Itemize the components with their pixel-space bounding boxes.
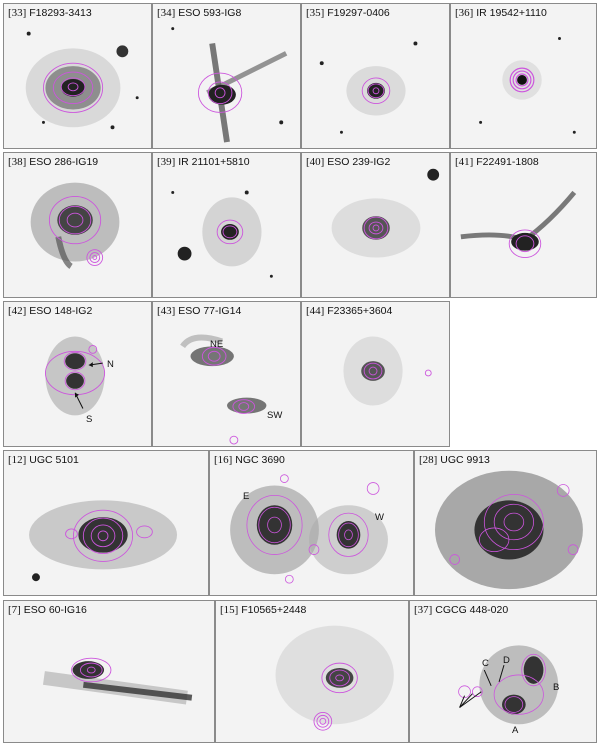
panel-label: [40] ESO 239-IG2 [306, 156, 391, 168]
panel-label: [35] F19297-0406 [306, 7, 390, 19]
panel-image [343, 336, 432, 406]
panel-image [460, 190, 577, 258]
panel-label: [28] UGC 9913 [419, 454, 490, 466]
panel-ugc-9913: [28] UGC 9913 [414, 450, 597, 596]
annotation-d: D [503, 655, 510, 666]
annotation-b: B [553, 682, 560, 693]
panel-label: [37] CGCG 448-020 [414, 604, 509, 616]
annotation-ne: NE [210, 339, 224, 350]
panel-label: [34] ESO 593-IG8 [157, 7, 242, 19]
panel-image [171, 190, 273, 278]
panel-eso-60-ig16: [7] ESO 60-IG16 [3, 600, 215, 743]
panel-image [331, 168, 440, 258]
panel-image [25, 31, 139, 130]
panel-label: [7] ESO 60-IG16 [8, 604, 87, 616]
panel-eso-239-ig2: [40] ESO 239-IG2 [301, 152, 450, 298]
panel-image [230, 474, 388, 584]
panel-label: [43] ESO 77-IG14 [157, 305, 242, 317]
panel-label: [15] F10565+2448 [220, 604, 307, 616]
panel-label: [42] ESO 148-IG2 [8, 305, 93, 317]
panel-label: [39] IR 21101+5810 [157, 156, 250, 168]
panel-image [29, 500, 178, 582]
panel-label: [38] ESO 286-IG19 [8, 156, 99, 168]
panel-image [479, 37, 576, 134]
panel-label: [33] F18293-3413 [8, 7, 92, 19]
panel-ngc-3690: [16] NGC 3690 E W [209, 450, 414, 596]
panel-image [275, 625, 394, 731]
panel-eso-148-ig2: [42] ESO 148-IG2 N S [3, 301, 152, 447]
panel-f22491-1808: [41] F22491-1808 [450, 152, 597, 298]
annotation-a: A [512, 725, 519, 736]
panel-eso-77-ig14: [43] ESO 77-IG14 NE SW [152, 301, 301, 447]
annotation-sw: SW [267, 410, 283, 421]
panel-label: [44] F23365+3604 [306, 305, 393, 317]
annotation-w: W [375, 512, 384, 523]
panel-image [45, 336, 106, 416]
panel-ugc-5101: [12] UGC 5101 [3, 450, 209, 596]
panel-f10565-2448: [15] F10565+2448 [215, 600, 409, 743]
panel-label: [41] F22491-1808 [455, 156, 539, 168]
panel-ir-19542-1110: [36] IR 19542+1110 [450, 3, 597, 149]
panel-image [434, 470, 583, 590]
annotation-n: N [107, 359, 114, 370]
panel-image [30, 182, 120, 269]
annotation-e: E [243, 491, 250, 502]
panel-f18293-3413: [33] F18293-3413 [3, 3, 152, 149]
annotation-c: C [482, 658, 489, 669]
panel-cgcg-448-020: [37] CGCG 448-020 C D B A [409, 600, 597, 743]
panel-image [180, 334, 267, 445]
panel-ir-21101-5810: [39] IR 21101+5810 [152, 152, 301, 298]
panel-image [42, 657, 193, 705]
panel-image [458, 645, 559, 725]
annotation-s: S [86, 414, 93, 425]
panel-f19297-0406: [35] F19297-0406 [301, 3, 450, 149]
panel-label: [36] IR 19542+1110 [455, 7, 547, 19]
panel-image [171, 27, 288, 143]
panel-eso-286-ig19: [38] ESO 286-IG19 [3, 152, 152, 298]
panel-image [319, 41, 418, 134]
panel-f23365-3604: [44] F23365+3604 [301, 301, 450, 447]
panel-eso-593-ig8: [34] ESO 593-IG8 [152, 3, 301, 149]
panel-label: [12] UGC 5101 [8, 454, 79, 466]
panel-label: [16] NGC 3690 [214, 454, 285, 466]
